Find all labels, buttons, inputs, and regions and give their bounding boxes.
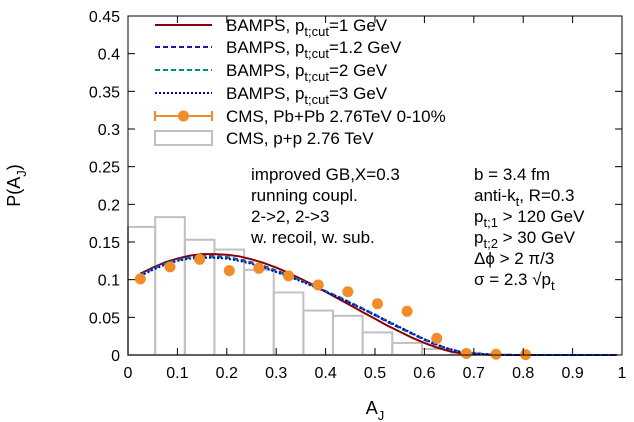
annotation-right-sub: t;2 — [483, 236, 497, 251]
y-axis-label: P(AJ) — [4, 164, 29, 207]
y-axis-label-sub: J — [14, 170, 29, 177]
pbpb-data-point — [253, 262, 265, 274]
x-tick-label: 0.4 — [314, 365, 336, 382]
annotation-right-tail: , R=0.3 — [519, 186, 574, 205]
legend-entry-main: CMS, p+p 2.76 TeV — [226, 129, 374, 148]
legend-entry: BAMPS, pt;cut=1.2 GeV — [226, 38, 402, 61]
annotation-right: anti-kt, R=0.3 — [474, 186, 575, 209]
y-axis-label-tail: ) — [4, 164, 24, 170]
annotation-right-main: anti-k — [474, 186, 516, 205]
x-tick-label: 0.2 — [216, 365, 238, 382]
annotation-right: Δϕ > 2 π/3 — [474, 249, 554, 268]
annotation-left: w. recoil, w. sub. — [250, 228, 375, 247]
y-tick-label: 0.45 — [89, 9, 120, 26]
annotation-left: running coupl. — [251, 186, 358, 205]
legend-entry-tail: =1 GeV — [329, 16, 388, 35]
annotation-right-tail: > 120 GeV — [498, 207, 585, 226]
pbpb-data-point — [283, 270, 295, 282]
x-tick-label: 0.8 — [512, 365, 534, 382]
x-tick-label: 0.3 — [265, 365, 287, 382]
y-tick-label: 0.4 — [98, 47, 120, 64]
x-tick-label: 0.9 — [561, 365, 583, 382]
annotation-right-main: p — [474, 207, 483, 226]
annotation-left: improved GB,X=0.3 — [251, 165, 400, 184]
annotation-right-main: p — [474, 228, 483, 247]
x-tick-label: 1 — [618, 365, 627, 382]
legend-entry: CMS, Pb+Pb 2.76TeV 0-10% — [226, 107, 446, 126]
legend-entry: BAMPS, pt;cut=2 GeV — [226, 61, 388, 84]
y-tick-label: 0.1 — [98, 273, 120, 290]
pbpb-data-point — [371, 298, 383, 310]
legend-entry-main: BAMPS, p — [226, 16, 304, 35]
legend-entry-main: BAMPS, p — [226, 38, 304, 57]
pbpb-data-point — [401, 305, 413, 317]
legend-swatch-point — [178, 110, 189, 122]
y-tick-label: 0.2 — [98, 197, 120, 214]
pbpb-data-point — [342, 286, 354, 298]
pbpb-data-point — [194, 253, 206, 265]
pbpb-data-point — [223, 265, 235, 277]
y-tick-label: 0.3 — [98, 122, 120, 139]
pbpb-data-point — [490, 348, 502, 360]
pbpb-data-point — [431, 332, 443, 344]
y-axis-label-main: P(A — [4, 177, 24, 207]
x-axis-label: AJ — [366, 398, 385, 422]
y-tick-label: 0.25 — [89, 160, 120, 177]
y-tick-label: 0.15 — [89, 235, 120, 252]
annotations: improved GB,X=0.3 running coupl. 2->2, 2->… — [250, 165, 585, 293]
annotation-right-main: σ = 2.3 √p — [474, 270, 551, 289]
annotation-right-sub: t — [551, 278, 555, 293]
annotation-right-main: b = 3.4 fm — [474, 165, 550, 184]
annotation-right-sub: t;1 — [483, 215, 497, 230]
legend-entry-sub: t;cut — [304, 92, 329, 107]
annotation-right-sub: t — [516, 194, 520, 209]
bamps-curve-4 — [139, 256, 618, 356]
x-axis-label-main: A — [366, 398, 378, 418]
y-tick-label: 0.05 — [89, 310, 120, 327]
annotation-right: pt;2 > 30 GeV — [474, 228, 576, 251]
legend-entry-tail: =3 GeV — [329, 84, 388, 103]
annotation-right-main: Δϕ > 2 π/3 — [474, 249, 554, 268]
legend-entry-main: CMS, Pb+Pb 2.76TeV 0-10% — [226, 107, 446, 126]
annotation-right: σ = 2.3 √pt — [474, 270, 555, 293]
y-tick-label: 0 — [111, 348, 120, 365]
legend-entry-sub: t;cut — [304, 24, 329, 39]
legend-entry-sub: t;cut — [304, 46, 329, 61]
legend-entry-tail: =1.2 GeV — [329, 38, 402, 57]
y-tick-label: 0.35 — [89, 84, 120, 101]
axis-ticks: 0 0.1 0.2 0.3 0.4 0.5 0.6 0.7 0.8 0.9 1 0 0.05 0.1 0.1… — [89, 9, 627, 382]
legend-entry-main: BAMPS, p — [226, 61, 304, 80]
legend-entry: BAMPS, pt;cut=1 GeV — [226, 16, 388, 39]
x-tick-label: 0.7 — [463, 365, 485, 382]
annotation-right-tail: > 30 GeV — [498, 228, 576, 247]
pbpb-data-point — [460, 347, 472, 359]
pbpb-data-points — [134, 253, 532, 361]
pbpb-data-point — [312, 279, 324, 291]
x-tick-label: 0.5 — [364, 365, 386, 382]
legend-entry-main: BAMPS, p — [226, 84, 304, 103]
annotation-right: b = 3.4 fm — [474, 165, 550, 184]
legend-entry-tail: =2 GeV — [329, 61, 388, 80]
x-tick-label: 0 — [124, 365, 133, 382]
x-tick-label: 0.6 — [413, 365, 435, 382]
pbpb-data-point — [164, 261, 176, 273]
legend-entry-sub: t;cut — [304, 69, 329, 84]
legend-entry: CMS, p+p 2.76 TeV — [226, 129, 374, 148]
x-tick-label: 0.1 — [166, 365, 188, 382]
x-axis-label-sub: J — [378, 408, 385, 422]
pbpb-data-point — [134, 273, 146, 285]
annotation-right: pt;1 > 120 GeV — [474, 207, 585, 230]
annotation-left: 2->2, 2->3 — [251, 207, 329, 226]
legend-entry: BAMPS, pt;cut=3 GeV — [226, 84, 388, 107]
legend-swatch-histogram — [154, 130, 213, 146]
